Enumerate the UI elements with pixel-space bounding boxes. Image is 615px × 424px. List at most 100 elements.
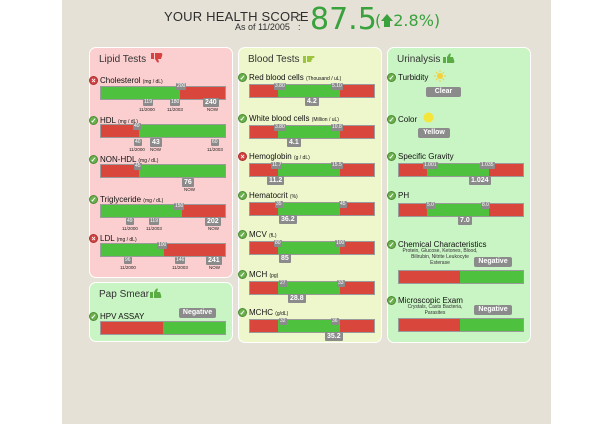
as-of-date: As of 11/2005: [235, 22, 290, 32]
header-title: YOUR HEALTH SCORE: [164, 9, 309, 24]
color-dot-icon: [423, 112, 434, 123]
cholesterol-hist-2: 180: [170, 99, 181, 106]
range-high: 15.5: [331, 162, 343, 169]
status-ok-icon: ✓: [387, 240, 396, 249]
cholesterol-label: Cholesterol (mg / dL): [100, 76, 163, 85]
range-high: 45: [339, 201, 347, 208]
pap-title: Pap Smear: [99, 289, 150, 300]
turbidity-result: Clear: [426, 87, 461, 97]
health-score: 87.5: [310, 2, 377, 37]
date-caption: 11/2003: [207, 147, 223, 152]
cholesterol-limit: 200: [176, 83, 187, 90]
pap-panel: Pap Smear ✓ HPV ASSAY Negative: [89, 282, 233, 342]
nonhdl-limit: 45: [134, 163, 142, 170]
ldl-limit: 100: [157, 242, 168, 249]
nonhdl-bar: [100, 164, 226, 178]
header-colon: :: [298, 9, 302, 24]
score-change-value: 2.8%: [393, 11, 434, 30]
date-caption: 11/2000: [120, 265, 136, 270]
hdl-limit: 40: [133, 123, 141, 130]
triglyceride-label: Triglyceride (mg / dL): [100, 195, 164, 204]
current-value: 85: [279, 254, 291, 263]
ldl-bar: [100, 243, 226, 257]
up-arrow-icon: [381, 14, 394, 27]
date-caption: 11/2000: [122, 226, 138, 231]
current-value: 4.1: [287, 138, 301, 147]
hpv-result: Negative: [179, 308, 216, 318]
header-colon-small: :: [298, 22, 301, 32]
status-ok-icon: ✓: [387, 73, 396, 82]
status-ok-icon: ✓: [89, 155, 98, 164]
blood-row-label: MCV (fL): [249, 230, 277, 239]
blood-title: Blood Tests: [248, 54, 300, 65]
blood-row-bar: [249, 202, 375, 216]
status-ok-icon: ✓: [89, 195, 98, 204]
range-low: 32: [279, 318, 287, 325]
chem-sub: Protein, Glucose, Ketones, Blood, Biliru…: [402, 248, 478, 266]
sg-high: 1.035: [480, 162, 495, 169]
nonhdl-now: 76: [182, 178, 194, 187]
current-value: 35.2: [325, 332, 343, 341]
ph-now: 7.0: [458, 216, 472, 225]
sg-bar: [398, 163, 524, 177]
blood-row-bar: [249, 241, 375, 255]
urine-panel: Urinalysis ✓ Turbidity Clear ✓ Color Yel…: [387, 47, 531, 343]
status-ok-icon: ✓: [89, 116, 98, 125]
sg-now: 1.024: [469, 176, 491, 185]
date-caption: 11/2000: [139, 107, 155, 112]
ldl-now: 241: [206, 256, 222, 265]
date-caption: NOW: [209, 265, 220, 270]
status-ok-icon: ✓: [238, 114, 247, 123]
status-ok-icon: ✓: [387, 296, 396, 305]
date-caption: 11/2003: [167, 107, 183, 112]
date-caption: 11/2000: [129, 147, 145, 152]
current-value: 28.8: [288, 294, 306, 303]
blood-row-label: MCHC (g/dL): [249, 308, 289, 317]
blood-row-label: MCH (pg): [249, 270, 279, 279]
status-ok-icon: ✓: [387, 115, 396, 124]
blood-row-label: White blood cells (Million / uL): [249, 114, 339, 123]
date-caption: NOW: [207, 107, 218, 112]
color-result: Yellow: [418, 128, 450, 138]
range-low: 27: [279, 280, 287, 287]
hdl-prev: 60: [211, 139, 219, 146]
ph-bar: [398, 203, 524, 217]
blood-row-label: Hemoglobin (g / dL): [249, 152, 310, 161]
chem-result: Negative: [474, 257, 512, 267]
current-value: 36.2: [279, 215, 297, 224]
color-label: Color: [398, 115, 418, 124]
blood-row-bar: [249, 281, 375, 295]
hdl-bar: [100, 124, 226, 138]
sg-label: Specific Gravity: [398, 152, 454, 161]
chem-label: Chemical Characteristics: [398, 240, 487, 249]
turbidity-label: Turbidity: [398, 73, 429, 82]
date-caption: 11/2003: [172, 265, 188, 270]
blood-row-label: Red blood cells (Thousand / uL): [249, 73, 342, 82]
range-low: 3.80: [274, 83, 286, 90]
range-high: 33: [337, 280, 345, 287]
ph-low: 5.0: [426, 202, 435, 209]
range-low: 80: [274, 240, 282, 247]
date-caption: NOW: [184, 187, 195, 192]
lipid-panel: Lipid Tests × Cholesterol (mg / dL) 200 …: [89, 47, 233, 278]
hdl-label: HDL (mg / dL): [100, 116, 138, 125]
thumbs-side-icon: [303, 56, 315, 63]
status-ok-icon: ✓: [238, 230, 247, 239]
hdl-hist-1: 40: [134, 139, 142, 146]
triglyceride-bar: [100, 204, 226, 218]
blood-row-bar: [249, 125, 375, 139]
chem-bar: [398, 270, 524, 284]
triglyceride-hist-1: 49: [126, 218, 134, 225]
micro-bar: [398, 318, 524, 332]
triglyceride-limit: 150: [174, 203, 185, 210]
hpv-label: HPV ASSAY: [100, 312, 145, 321]
thumbs-up-icon: [150, 288, 162, 298]
ph-high: 8.0: [481, 202, 490, 209]
status-ok-icon: ✓: [238, 191, 247, 200]
range-low: 3.80: [274, 124, 286, 131]
ldl-hist-1: 96: [124, 257, 132, 264]
current-value: 4.2: [305, 97, 319, 106]
hpv-bar: [100, 321, 226, 335]
triglyceride-hist-2: 119: [149, 218, 159, 225]
micro-sub: Crystals, Casts Bacteria, Parasites: [407, 304, 463, 316]
